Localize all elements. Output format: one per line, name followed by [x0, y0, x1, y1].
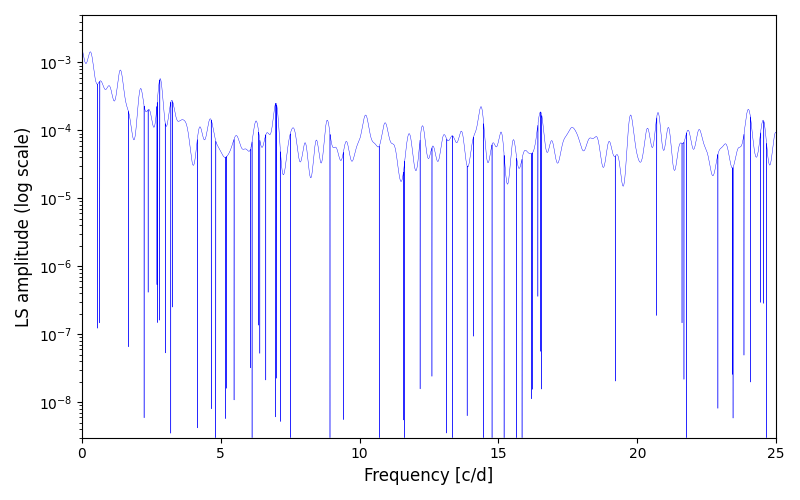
Y-axis label: LS amplitude (log scale): LS amplitude (log scale) [15, 126, 33, 326]
X-axis label: Frequency [c/d]: Frequency [c/d] [364, 467, 494, 485]
